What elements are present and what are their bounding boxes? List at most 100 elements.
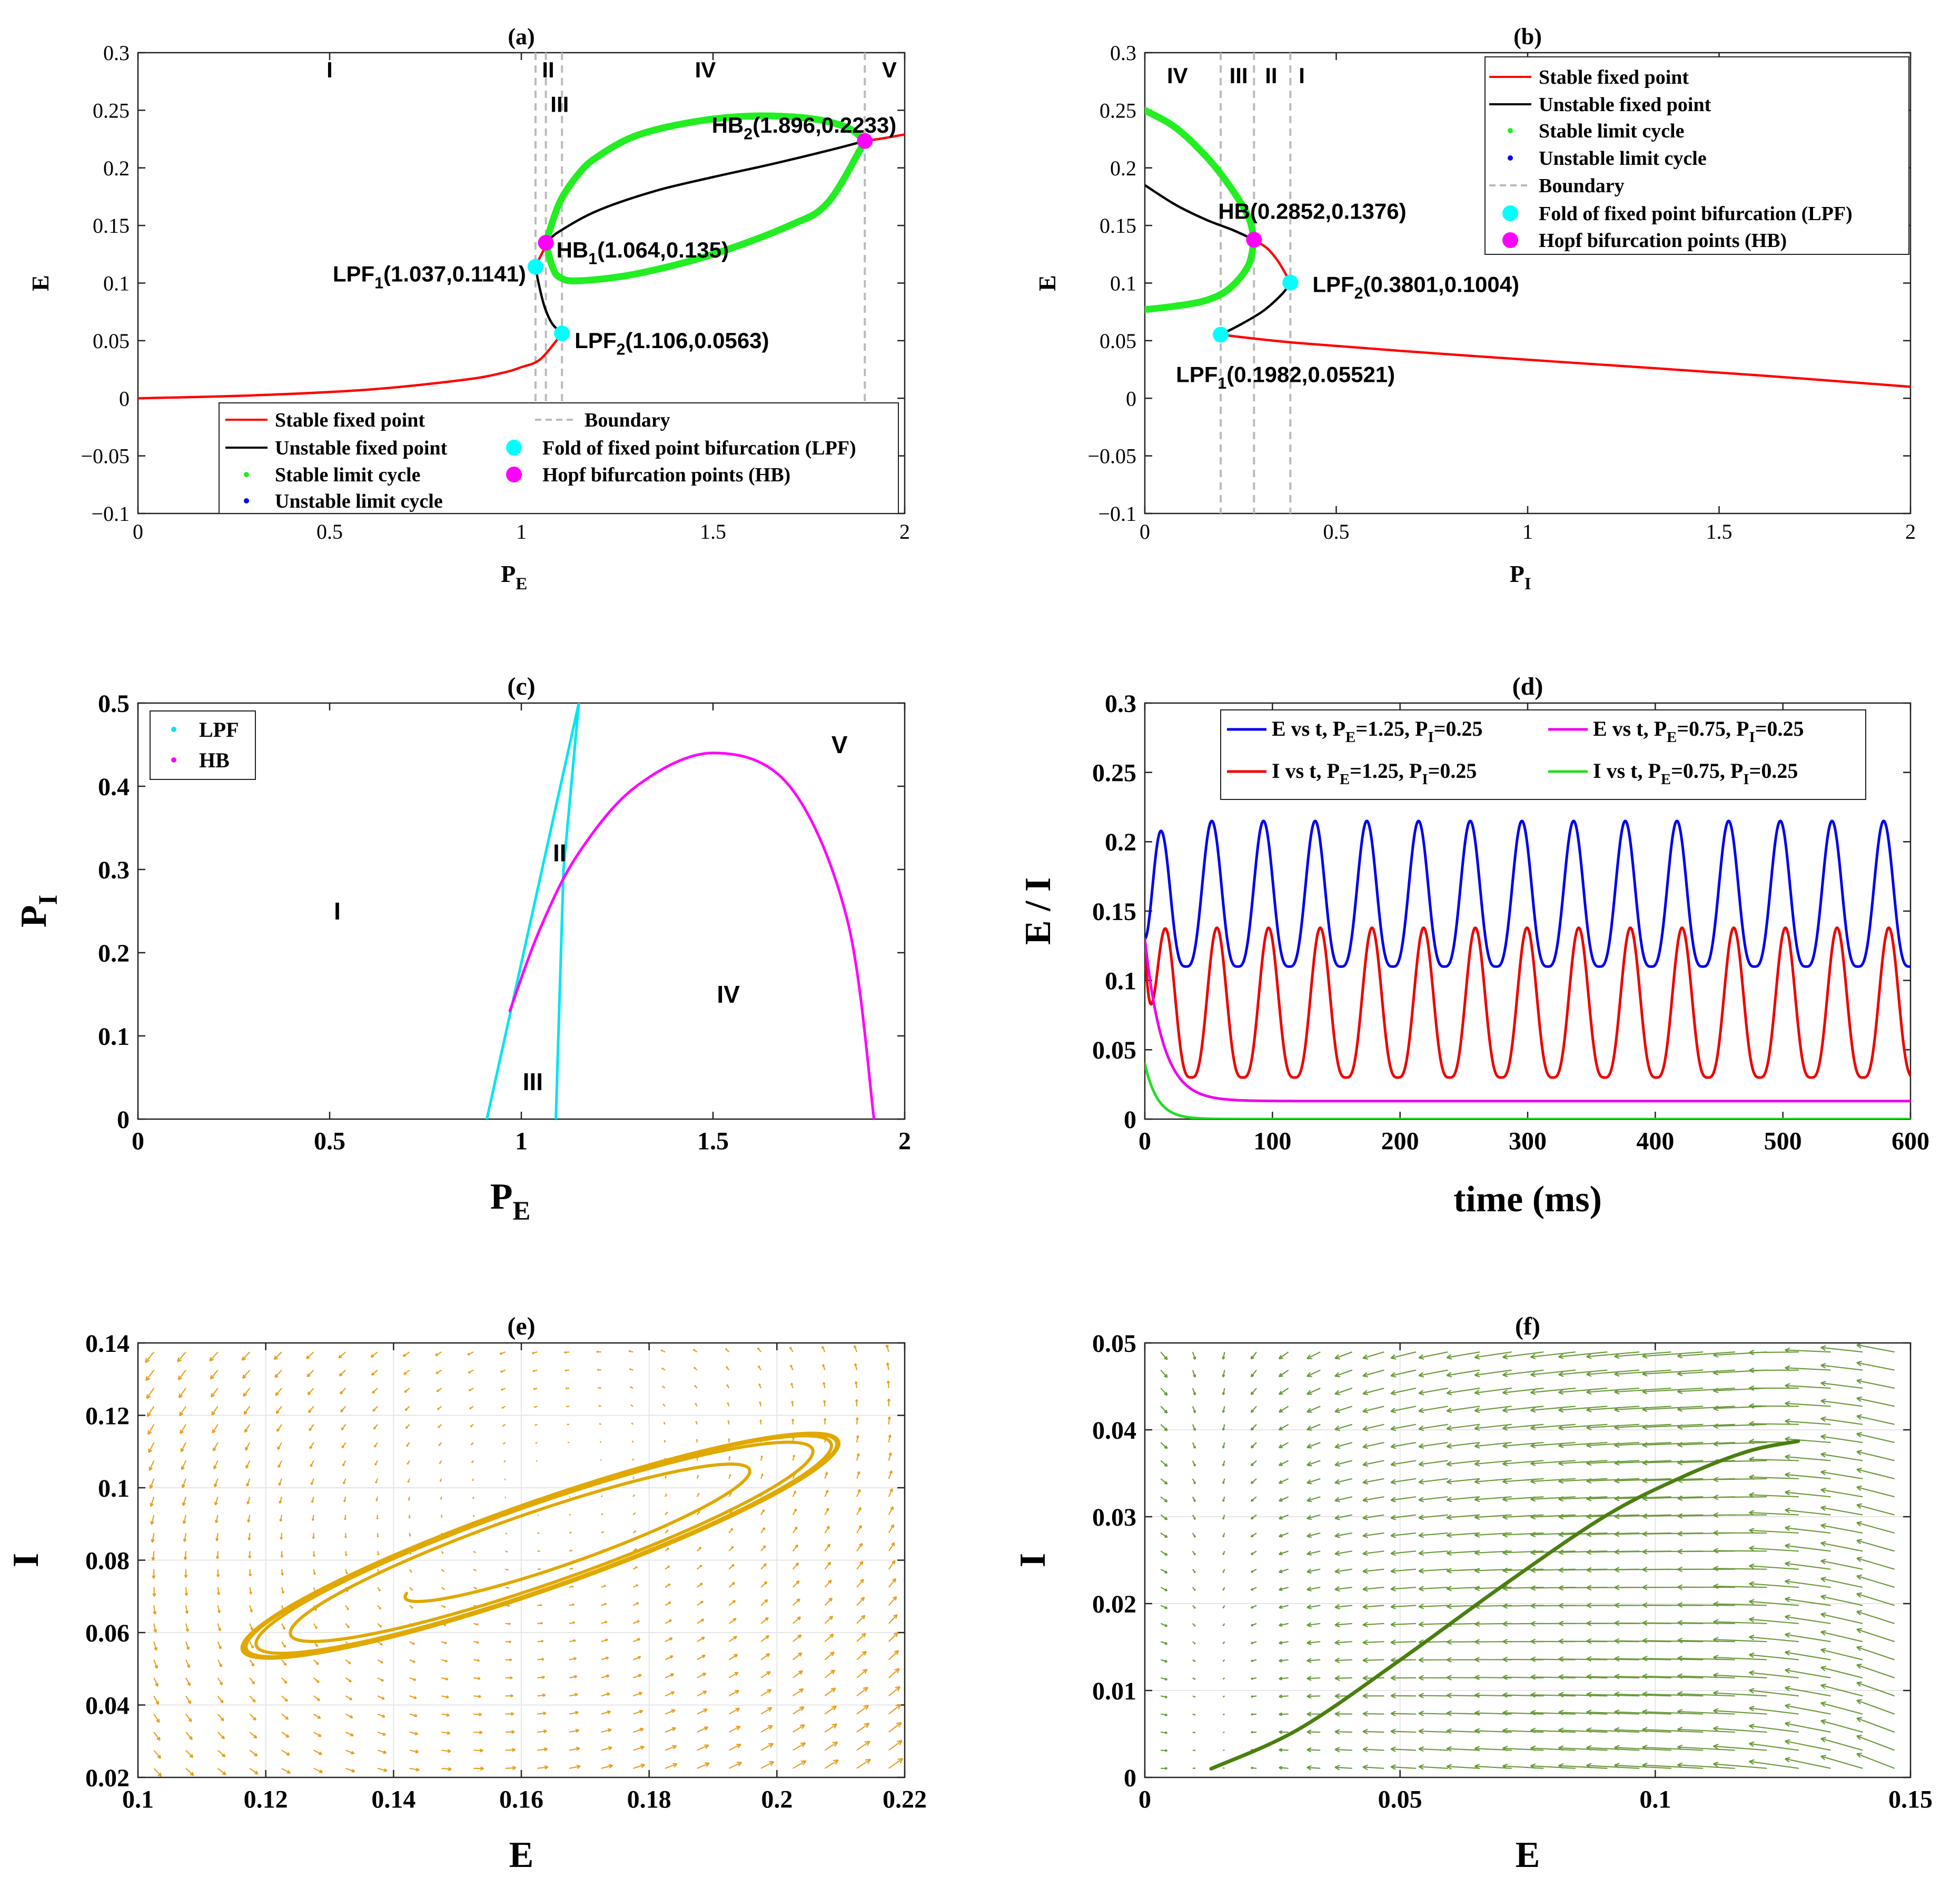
quiver-head (1530, 1692, 1536, 1698)
quiver-head (412, 1642, 415, 1645)
quiver-head (1334, 1746, 1340, 1753)
quiver-head (1502, 1353, 1508, 1360)
y-tick-label: 0.02 (85, 1764, 130, 1792)
quiver-arrow (1785, 1349, 1831, 1353)
quiver-head (1164, 1588, 1168, 1592)
quiver-head (567, 1424, 568, 1426)
quiver-arrow (1391, 1748, 1417, 1751)
quiver-arrow (1820, 1365, 1863, 1371)
quiver-arrow (1362, 1387, 1384, 1395)
quiver-head (1446, 1479, 1452, 1485)
quiver-head (1390, 1354, 1397, 1360)
quiver-head (156, 1718, 160, 1723)
quiver-arrow (824, 1669, 835, 1678)
quiver-head (540, 1622, 543, 1625)
quiver-arrow (345, 1732, 354, 1736)
quiver-arrow (888, 1560, 896, 1570)
quiver-arrow (1749, 1476, 1799, 1479)
quiver-arrow (1306, 1766, 1321, 1769)
quiver-head (1250, 1356, 1254, 1360)
series-stable-fixed-point (138, 332, 563, 400)
subscript: I (1428, 729, 1433, 746)
quiver-head (442, 1570, 444, 1572)
quiver-head (543, 1711, 547, 1715)
quiver-arrow (151, 1515, 155, 1525)
quiver-head (1446, 1443, 1452, 1449)
y-tick-label: 0 (117, 1106, 130, 1134)
quiver-head (572, 1621, 576, 1624)
quiver-head (1306, 1550, 1312, 1556)
quiver-arrow (1558, 1694, 1608, 1697)
quiver-arrow (1642, 1711, 1704, 1715)
quiver-head (635, 1548, 637, 1550)
quiver-head (1222, 1517, 1225, 1520)
quiver-arrow (1713, 1424, 1767, 1427)
quiver-head (671, 1709, 676, 1713)
x-axis-label: E (1516, 1835, 1540, 1875)
quiver-head (564, 1351, 567, 1354)
quiver-head (442, 1552, 444, 1554)
quiver-arrow (148, 1442, 155, 1453)
quiver-head (1362, 1443, 1369, 1449)
y-tick-label: 0.02 (1092, 1590, 1136, 1618)
quiver-arrow (601, 1675, 610, 1678)
quiver-head (1642, 1673, 1648, 1679)
quiver-head (1820, 1719, 1826, 1725)
quiver-arrow (1306, 1478, 1321, 1484)
quiver-arrow (185, 1605, 188, 1614)
quiver-arrow (1558, 1532, 1608, 1536)
quiver-head (443, 1606, 446, 1608)
quiver-head (1474, 1407, 1480, 1413)
quiver-head (1713, 1370, 1719, 1376)
quiver-head (701, 1618, 705, 1622)
quiver-head (1194, 1696, 1196, 1698)
quiver-head (184, 1593, 189, 1596)
quiver-head (1530, 1549, 1536, 1556)
quiver-head (319, 1769, 323, 1773)
y-tick-label: 0.2 (98, 940, 130, 967)
quiver-head (1614, 1407, 1620, 1412)
quiver-head (447, 1731, 451, 1735)
quiver-head (178, 1393, 183, 1399)
quiver-arrow (1363, 1748, 1384, 1751)
quiver-head (1749, 1581, 1755, 1587)
y-tick-label: 0.1 (98, 1023, 130, 1051)
quiver-head (212, 1429, 216, 1434)
quiver-head (635, 1566, 638, 1569)
quiver-arrow (792, 1580, 800, 1588)
quiver-arrow (1820, 1667, 1863, 1679)
quiver-arrow (1419, 1748, 1448, 1751)
quiver-head (241, 1356, 246, 1361)
panel-b: 0 0.5 1 1.5 2−0.1−0.0500.050.10.150.20.250.3… (1034, 24, 1916, 594)
quiver-head (888, 1452, 892, 1456)
quiver-head (1614, 1691, 1620, 1697)
quiver-head (285, 1734, 290, 1738)
quiver-head (672, 1745, 677, 1749)
quiver-head (1306, 1390, 1312, 1395)
quiver-arrow (313, 1767, 323, 1773)
quiver-head (1558, 1585, 1564, 1591)
quiver-head (1164, 1624, 1168, 1627)
quiver-head (1677, 1673, 1683, 1679)
quiver-arrow (1419, 1406, 1448, 1412)
quiver-arrow (1820, 1738, 1863, 1751)
quiver-head (765, 1635, 770, 1639)
quiver-head (669, 1637, 673, 1641)
quiver-head (539, 1568, 541, 1570)
quiver-head (1749, 1545, 1755, 1551)
quiver-arrow (211, 1388, 219, 1398)
series-i-vs-t-3 (1145, 1062, 1910, 1119)
quiver-head (1856, 1735, 1863, 1741)
quiver-head (1558, 1496, 1564, 1502)
quiver-arrow (1558, 1550, 1608, 1553)
y-tick-label: 0.04 (1092, 1417, 1136, 1445)
quiver-head (602, 1531, 605, 1533)
quiver-head (1194, 1642, 1196, 1645)
quiver-arrow (1713, 1406, 1767, 1409)
quiver-head (603, 1585, 606, 1587)
quiver-arrow (1614, 1460, 1671, 1464)
quiver-head (1530, 1745, 1536, 1752)
quiver-head (409, 1535, 411, 1537)
quiver-arrow (276, 1424, 282, 1432)
quiver-head (1390, 1425, 1397, 1431)
